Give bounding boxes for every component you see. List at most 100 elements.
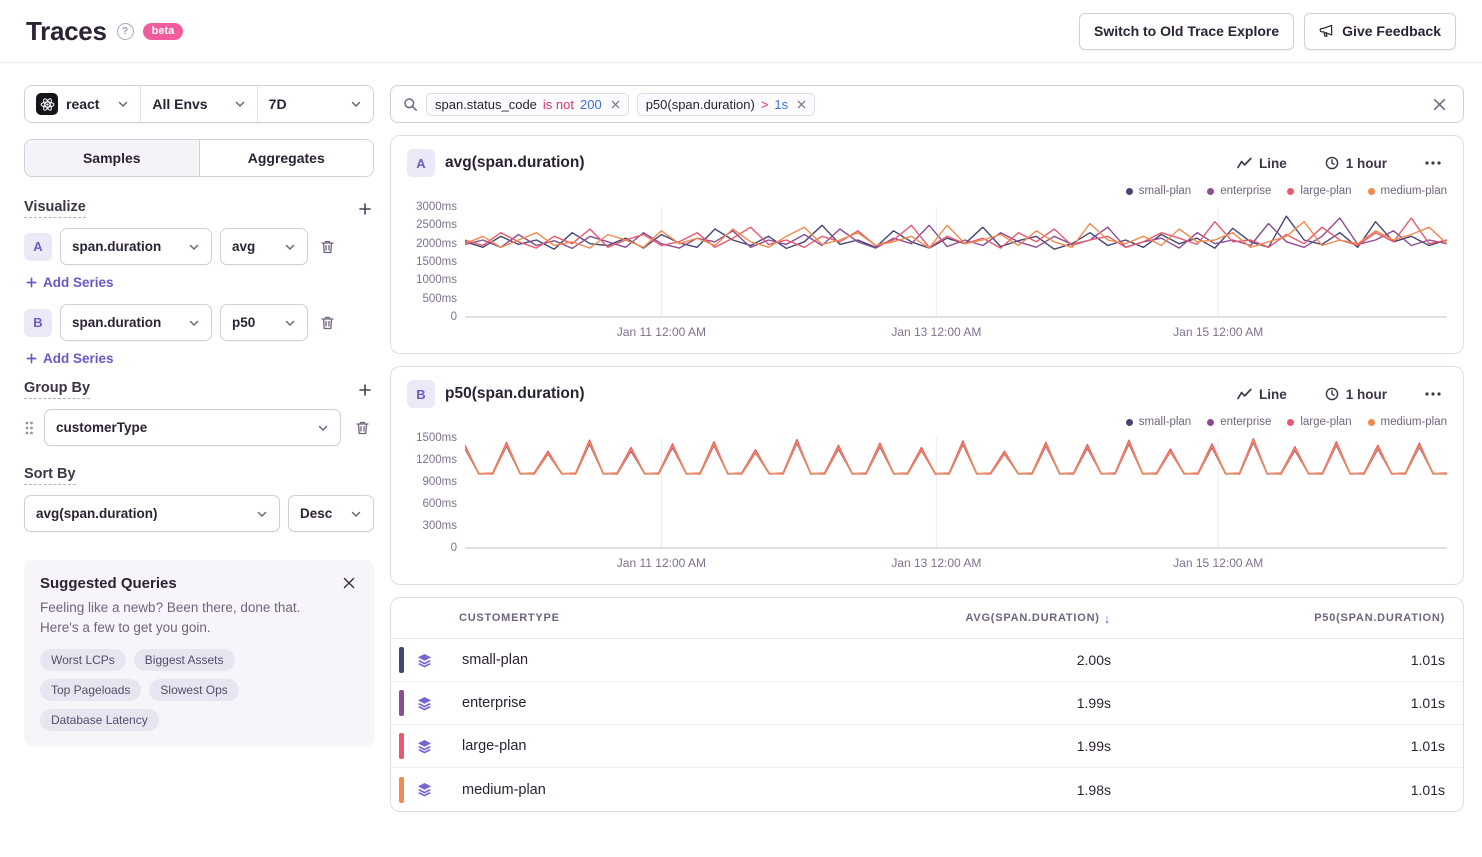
line-chart[interactable] bbox=[465, 203, 1447, 319]
tab-aggregates[interactable]: Aggregates bbox=[199, 140, 373, 176]
sort-field-select[interactable]: avg(span.duration) bbox=[24, 495, 280, 532]
column-header-p50[interactable]: p50(span.duration) bbox=[1314, 612, 1445, 624]
switch-old-trace-button[interactable]: Switch to Old Trace Explore bbox=[1079, 12, 1295, 50]
legend-dot bbox=[1207, 187, 1215, 195]
environment-selector[interactable]: All Envs bbox=[141, 86, 258, 122]
suggested-query-pill[interactable]: Database Latency bbox=[40, 709, 159, 732]
environment-selector-label: All Envs bbox=[152, 96, 208, 112]
legend-item[interactable]: enterprise bbox=[1207, 183, 1271, 199]
suggested-query-pill[interactable]: Slowest Ops bbox=[149, 679, 239, 702]
token-remove-icon[interactable] bbox=[608, 99, 623, 110]
interval-label: 1 hour bbox=[1345, 155, 1387, 171]
suggested-query-pill[interactable]: Biggest Assets bbox=[133, 649, 235, 672]
p50-duration-cell: 1.01s bbox=[1410, 781, 1445, 798]
trace-search-bar[interactable]: span.status_code is not 200 p50(span.dur… bbox=[390, 85, 1464, 123]
table-row[interactable]: enterprise 1.99s 1.01s bbox=[391, 682, 1463, 725]
column-header-customertype[interactable]: customerType bbox=[459, 612, 560, 624]
visualize-heading: Visualize bbox=[24, 199, 86, 218]
legend-label: medium-plan bbox=[1380, 185, 1447, 197]
legend-item[interactable]: medium-plan bbox=[1367, 183, 1447, 199]
table-row[interactable]: medium-plan 1.98s 1.01s bbox=[391, 768, 1463, 811]
tab-samples[interactable]: Samples bbox=[25, 140, 200, 176]
clear-search-icon[interactable] bbox=[1428, 93, 1451, 116]
megaphone-icon bbox=[1319, 24, 1333, 37]
table-row[interactable]: small-plan 2.00s 1.01s bbox=[391, 639, 1463, 682]
series-aggregate-select[interactable]: p50 bbox=[220, 304, 308, 341]
delete-series-button[interactable] bbox=[316, 235, 339, 259]
search-filter-token[interactable]: span.status_code is not 200 bbox=[426, 92, 629, 116]
legend-label: small-plan bbox=[1138, 185, 1192, 197]
chart-title: p50(span.duration) bbox=[445, 385, 585, 402]
legend-item[interactable]: small-plan bbox=[1125, 414, 1191, 430]
help-icon[interactable]: ? bbox=[116, 22, 134, 40]
trash-icon bbox=[321, 240, 334, 253]
legend-dot bbox=[1125, 418, 1133, 426]
spans-layers-icon bbox=[417, 739, 432, 754]
add-visualize-button[interactable] bbox=[356, 200, 374, 218]
visualize-series-row-a: A span.duration avg bbox=[24, 228, 374, 265]
trash-icon bbox=[321, 316, 334, 329]
add-series-link[interactable]: Add Series bbox=[24, 349, 114, 366]
suggested-query-pill[interactable]: Worst LCPs bbox=[40, 649, 126, 672]
add-series-label: Add Series bbox=[43, 351, 114, 366]
line-chart[interactable] bbox=[465, 434, 1447, 550]
query-builder-sidebar: react All Envs 7D Samples Aggregates bbox=[24, 85, 374, 857]
add-group-by-button[interactable] bbox=[356, 381, 374, 399]
beta-badge: beta bbox=[142, 22, 184, 40]
sort-by-heading: Sort By bbox=[24, 466, 76, 485]
series-field-select[interactable]: span.duration bbox=[60, 228, 212, 265]
y-tick-label: 900ms bbox=[422, 476, 457, 488]
project-selector[interactable]: react bbox=[25, 86, 142, 122]
results-table: customerType avg(span.duration) ↓ p50(sp… bbox=[390, 597, 1464, 812]
legend-item[interactable]: enterprise bbox=[1207, 414, 1271, 430]
table-row[interactable]: large-plan 1.99s 1.01s bbox=[391, 725, 1463, 768]
delete-series-button[interactable] bbox=[316, 311, 339, 335]
legend-item[interactable]: medium-plan bbox=[1367, 414, 1447, 430]
customer-type-label: medium-plan bbox=[462, 781, 546, 798]
series-aggregate-select[interactable]: avg bbox=[220, 228, 308, 265]
add-series-label: Add Series bbox=[43, 275, 114, 290]
page-title: Traces bbox=[26, 15, 107, 46]
interval-button[interactable]: 1 hour bbox=[1319, 386, 1393, 403]
token-remove-icon[interactable] bbox=[794, 99, 809, 110]
chart-menu-button[interactable] bbox=[1419, 391, 1447, 397]
clock-icon bbox=[1325, 387, 1339, 401]
sort-desc-icon: ↓ bbox=[1103, 610, 1111, 626]
legend-item[interactable]: large-plan bbox=[1287, 183, 1352, 199]
table-body: small-plan 2.00s 1.01s enterprise 1.99s 1.01s… bbox=[391, 639, 1463, 811]
y-tick-label: 300ms bbox=[422, 520, 457, 532]
y-tick-label: 0 bbox=[450, 542, 457, 554]
delete-group-by-button[interactable] bbox=[351, 416, 374, 440]
column-header-avg[interactable]: avg(span.duration) ↓ bbox=[881, 611, 1111, 626]
suggested-query-pill[interactable]: Top Pageloads bbox=[40, 679, 142, 702]
x-tick-label: Jan 15 12:00 AM bbox=[1173, 556, 1264, 570]
series-field-select[interactable]: span.duration bbox=[60, 304, 212, 341]
close-icon[interactable] bbox=[340, 574, 358, 592]
give-feedback-button[interactable]: Give Feedback bbox=[1304, 12, 1456, 50]
line-chart-icon bbox=[1237, 157, 1252, 169]
x-tick-label: Jan 15 12:00 AM bbox=[1173, 325, 1264, 339]
chart-menu-button[interactable] bbox=[1419, 160, 1447, 166]
token-operator: is not bbox=[542, 96, 574, 112]
search-filter-token[interactable]: p50(span.duration) > 1s bbox=[636, 92, 816, 116]
table-header-row: customerType avg(span.duration) ↓ p50(sp… bbox=[391, 598, 1463, 639]
date-range-selector[interactable]: 7D bbox=[257, 86, 373, 122]
interval-button[interactable]: 1 hour bbox=[1319, 155, 1393, 172]
suggested-queries-title: Suggested Queries bbox=[40, 574, 177, 592]
result-mode-tabs: Samples Aggregates bbox=[24, 139, 374, 177]
sort-direction-select[interactable]: Desc bbox=[288, 495, 374, 532]
chart-type-button[interactable]: Line bbox=[1231, 386, 1293, 403]
chart-type-button[interactable]: Line bbox=[1231, 155, 1293, 172]
chevron-down-icon bbox=[256, 508, 268, 520]
legend-item[interactable]: large-plan bbox=[1287, 414, 1352, 430]
spans-layers-icon bbox=[417, 782, 432, 797]
group-by-select[interactable]: customerType bbox=[44, 409, 341, 446]
chevron-down-icon bbox=[284, 317, 296, 329]
chart-title: avg(span.duration) bbox=[445, 154, 585, 171]
avg-duration-cell: 1.99s bbox=[1076, 695, 1111, 711]
add-series-link[interactable]: Add Series bbox=[24, 273, 114, 290]
avg-duration-cell: 1.99s bbox=[1076, 738, 1111, 754]
legend-item[interactable]: small-plan bbox=[1125, 183, 1192, 199]
drag-handle-icon[interactable] bbox=[24, 420, 34, 436]
